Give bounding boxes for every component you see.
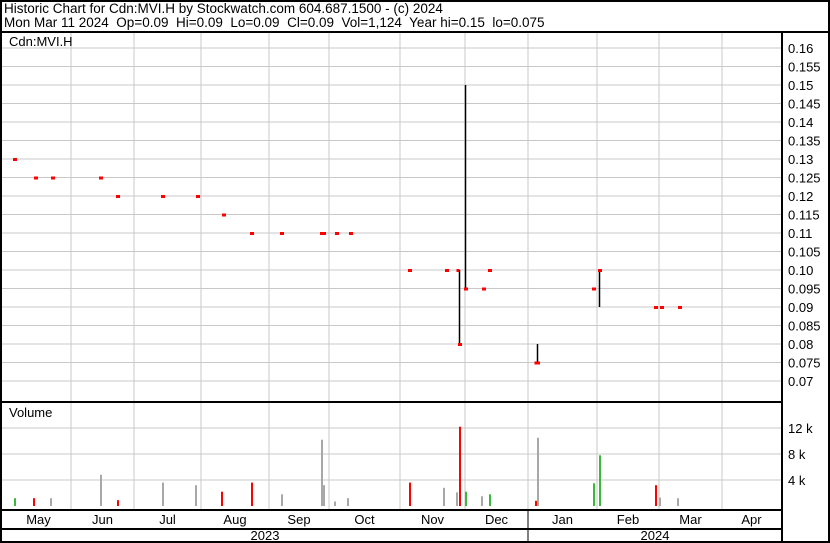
close-tick xyxy=(161,195,165,198)
volume-bar xyxy=(347,498,349,506)
price-tick-label: 0.07 xyxy=(788,374,813,389)
volume-bar xyxy=(659,497,661,506)
price-tick-label: 0.105 xyxy=(788,245,821,260)
volume-bar xyxy=(443,487,445,506)
price-tick-label: 0.125 xyxy=(788,171,821,186)
volume-bar xyxy=(599,455,601,506)
month-label: Aug xyxy=(223,512,246,527)
month-label: Mar xyxy=(679,512,702,527)
close-tick xyxy=(678,306,682,309)
close-tick xyxy=(458,343,462,346)
volume-bar xyxy=(677,498,679,506)
close-tick xyxy=(280,232,284,235)
month-label: Feb xyxy=(617,512,639,527)
price-tick-label: 0.15 xyxy=(788,78,813,93)
close-tick xyxy=(464,287,468,291)
month-label: May xyxy=(26,512,51,527)
quote-summary: Mon Mar 11 2024 Op=0.09 Hi=0.09 Lo=0.09 … xyxy=(4,15,545,30)
volume-bar xyxy=(195,485,197,506)
price-tick-label: 0.08 xyxy=(788,337,813,352)
close-tick xyxy=(34,176,38,180)
close-tick xyxy=(488,269,492,272)
month-label: Nov xyxy=(421,512,445,527)
close-tick xyxy=(445,269,449,272)
price-tick-label: 0.11 xyxy=(788,226,812,241)
month-label: Dec xyxy=(485,512,509,527)
close-tick xyxy=(654,306,658,309)
volume-bar xyxy=(281,494,283,506)
price-tick-label: 0.145 xyxy=(788,97,821,112)
volume-bar xyxy=(321,439,323,506)
volume-bar xyxy=(481,496,483,506)
volume-bar xyxy=(117,500,119,506)
volume-bar xyxy=(459,426,461,506)
close-tick xyxy=(250,232,254,235)
chart-title: Historic Chart for Cdn:MVI.H by Stockwat… xyxy=(4,1,443,16)
volume-bar xyxy=(456,492,458,506)
close-tick xyxy=(322,232,326,235)
price-tick-label: 0.075 xyxy=(788,356,821,371)
month-label: Jul xyxy=(159,512,176,527)
price-tick-label: 0.09 xyxy=(788,300,813,315)
volume-bar xyxy=(33,498,35,506)
close-tick xyxy=(222,213,226,217)
volume-tick-label: 8 k xyxy=(788,447,806,462)
close-tick xyxy=(482,287,486,291)
price-tick-label: 0.16 xyxy=(788,41,813,56)
close-tick xyxy=(536,361,540,365)
price-tick-label: 0.14 xyxy=(788,115,813,130)
volume-tick-label: 12 k xyxy=(788,421,813,436)
year-label: 2023 xyxy=(251,528,280,543)
price-tick-label: 0.135 xyxy=(788,134,821,149)
volume-tick-label: 4 k xyxy=(788,473,806,488)
price-tick-label: 0.13 xyxy=(788,152,813,167)
year-label: 2024 xyxy=(641,528,670,543)
price-tick-label: 0.085 xyxy=(788,319,821,334)
volume-bar xyxy=(221,491,223,506)
price-tick-label: 0.10 xyxy=(788,263,813,278)
volume-bar xyxy=(100,474,102,506)
close-tick xyxy=(13,158,17,161)
volume-bar xyxy=(465,491,467,506)
close-tick xyxy=(349,232,353,235)
close-tick xyxy=(196,195,200,198)
close-tick xyxy=(660,306,664,309)
volume-bar xyxy=(489,494,491,506)
volume-bar xyxy=(593,483,595,506)
close-tick xyxy=(335,232,339,235)
month-label: Sep xyxy=(287,512,310,527)
volume-bar xyxy=(537,437,539,506)
close-tick xyxy=(408,269,412,272)
volume-bar xyxy=(162,482,164,506)
close-tick xyxy=(99,176,103,180)
month-label: Oct xyxy=(354,512,375,527)
close-tick xyxy=(51,176,55,180)
close-tick xyxy=(598,269,602,272)
price-tick-label: 0.155 xyxy=(788,60,821,75)
close-tick xyxy=(116,195,120,198)
price-panel-title: Cdn:MVI.H xyxy=(9,34,73,49)
volume-panel-title: Volume xyxy=(9,405,52,420)
volume-bar xyxy=(409,482,411,506)
open-tick xyxy=(456,269,460,272)
volume-bar xyxy=(251,482,253,506)
volume-bar xyxy=(323,485,325,506)
volume-bar xyxy=(50,498,52,506)
close-tick xyxy=(592,287,596,291)
month-label: Apr xyxy=(741,512,762,527)
volume-bar xyxy=(655,485,657,506)
volume-bar xyxy=(535,500,537,506)
price-tick-label: 0.115 xyxy=(788,208,820,223)
volume-bar xyxy=(334,501,336,506)
volume-bar xyxy=(14,498,16,506)
price-tick-label: 0.12 xyxy=(788,189,813,204)
month-label: Jan xyxy=(552,512,573,527)
price-tick-label: 0.095 xyxy=(788,282,821,297)
month-label: Jun xyxy=(92,512,113,527)
